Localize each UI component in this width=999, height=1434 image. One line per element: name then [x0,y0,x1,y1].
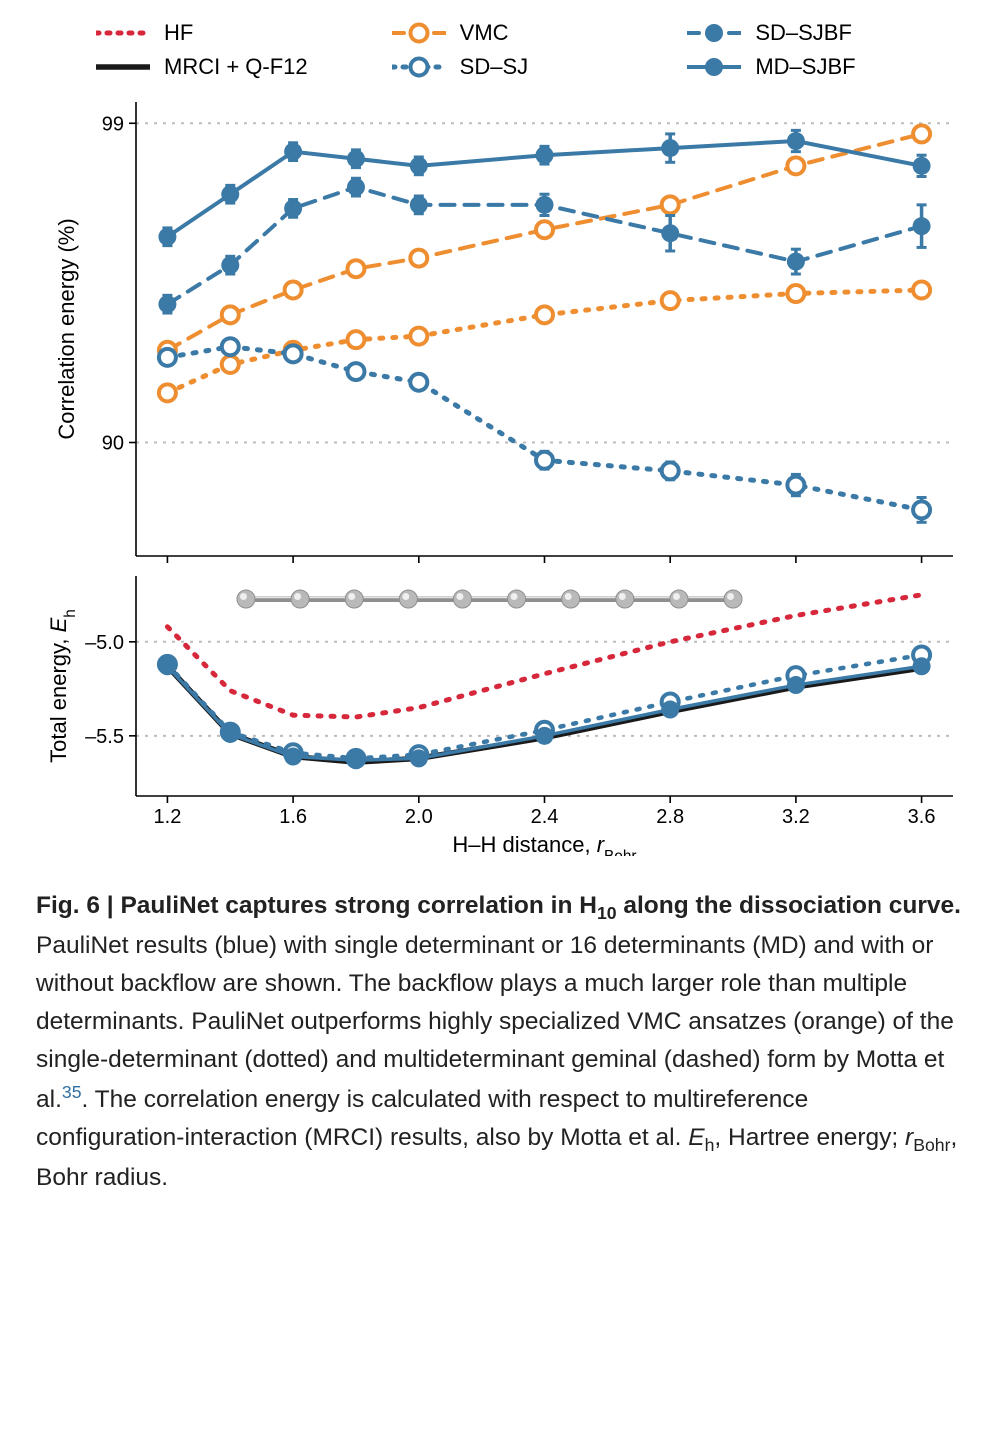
legend-swatch [96,56,150,78]
svg-text:1.6: 1.6 [279,806,307,828]
svg-text:99: 99 [102,113,124,135]
bottom-panel: 1.2 1.6 2.0 2.4 2.8 3.2 3.6 –5.5 –5.0 H–H distanc… [46,576,953,856]
charts-svg: 90 99 Correlation energy (%) 1.2 1.6 2.0 2.4 2.… [36,96,963,856]
svg-text:3.2: 3.2 [782,806,810,828]
svg-text:Correlation energy (%): Correlation energy (%) [54,218,79,439]
caption-eh-sub: h [705,1135,715,1155]
svg-text:2.8: 2.8 [656,806,684,828]
legend-swatch [687,22,741,44]
h10-molecule-icon [237,590,742,608]
svg-text:90: 90 [102,433,124,455]
legend-label: HF [164,20,193,46]
caption-title-b: along the dissociation curve. [617,892,961,919]
legend-item-mrci: MRCI + Q-F12 [96,54,352,80]
legend-label: MRCI + Q-F12 [164,54,308,80]
legend-item-hf: HF [96,20,352,46]
svg-text:2.4: 2.4 [531,806,559,828]
svg-text:3.6: 3.6 [908,806,936,828]
legend-item-sd-sj: SD–SJ [392,54,648,80]
caption-title-sub: 10 [597,903,617,923]
legend-label: MD–SJBF [755,54,855,80]
svg-text:H–H distance, rBohr: H–H distance, rBohr [452,832,636,856]
fig-number: Fig. 6 [36,892,100,919]
legend-item-md-sjbf: MD–SJBF [687,54,943,80]
svg-text:1.2: 1.2 [154,806,182,828]
caption-title-a: PauliNet captures strong correlation in … [120,892,596,919]
svg-text:2.0: 2.0 [405,806,433,828]
legend: HF VMC SD–SJBF MRCI + Q-F12 SD–SJ MD–SJBF [36,20,963,96]
svg-text:Total energy, Eh: Total energy, Eh [46,609,79,763]
legend-label: SD–SJBF [755,20,852,46]
figure-container: HFVMCSD–SJBFMRCI + Q-F12SD–SJMD–SJBF 909… [0,0,999,1227]
legend-item-vmc: VMC [392,20,648,46]
legend-swatch [96,22,150,44]
figure-caption: Fig. 6 | PauliNet captures strong correl… [36,861,963,1197]
caption-rbohr: r [905,1124,913,1151]
caption-eh: E [688,1124,704,1151]
legend-item-sd-sjbf: SD–SJBF [687,20,943,46]
caption-ref: 35 [62,1082,82,1102]
caption-rbohr-sub: Bohr [913,1135,950,1155]
svg-text:–5.5: –5.5 [85,726,124,748]
legend-label: SD–SJ [460,54,528,80]
legend-swatch [687,56,741,78]
top-panel: 90 99 Correlation energy (%) [54,102,953,563]
caption-body-3: , Hartree energy; [714,1124,905,1151]
legend-swatch [392,22,446,44]
legend-label: VMC [460,20,509,46]
legend-swatch [392,56,446,78]
svg-text:–5.0: –5.0 [85,632,124,654]
